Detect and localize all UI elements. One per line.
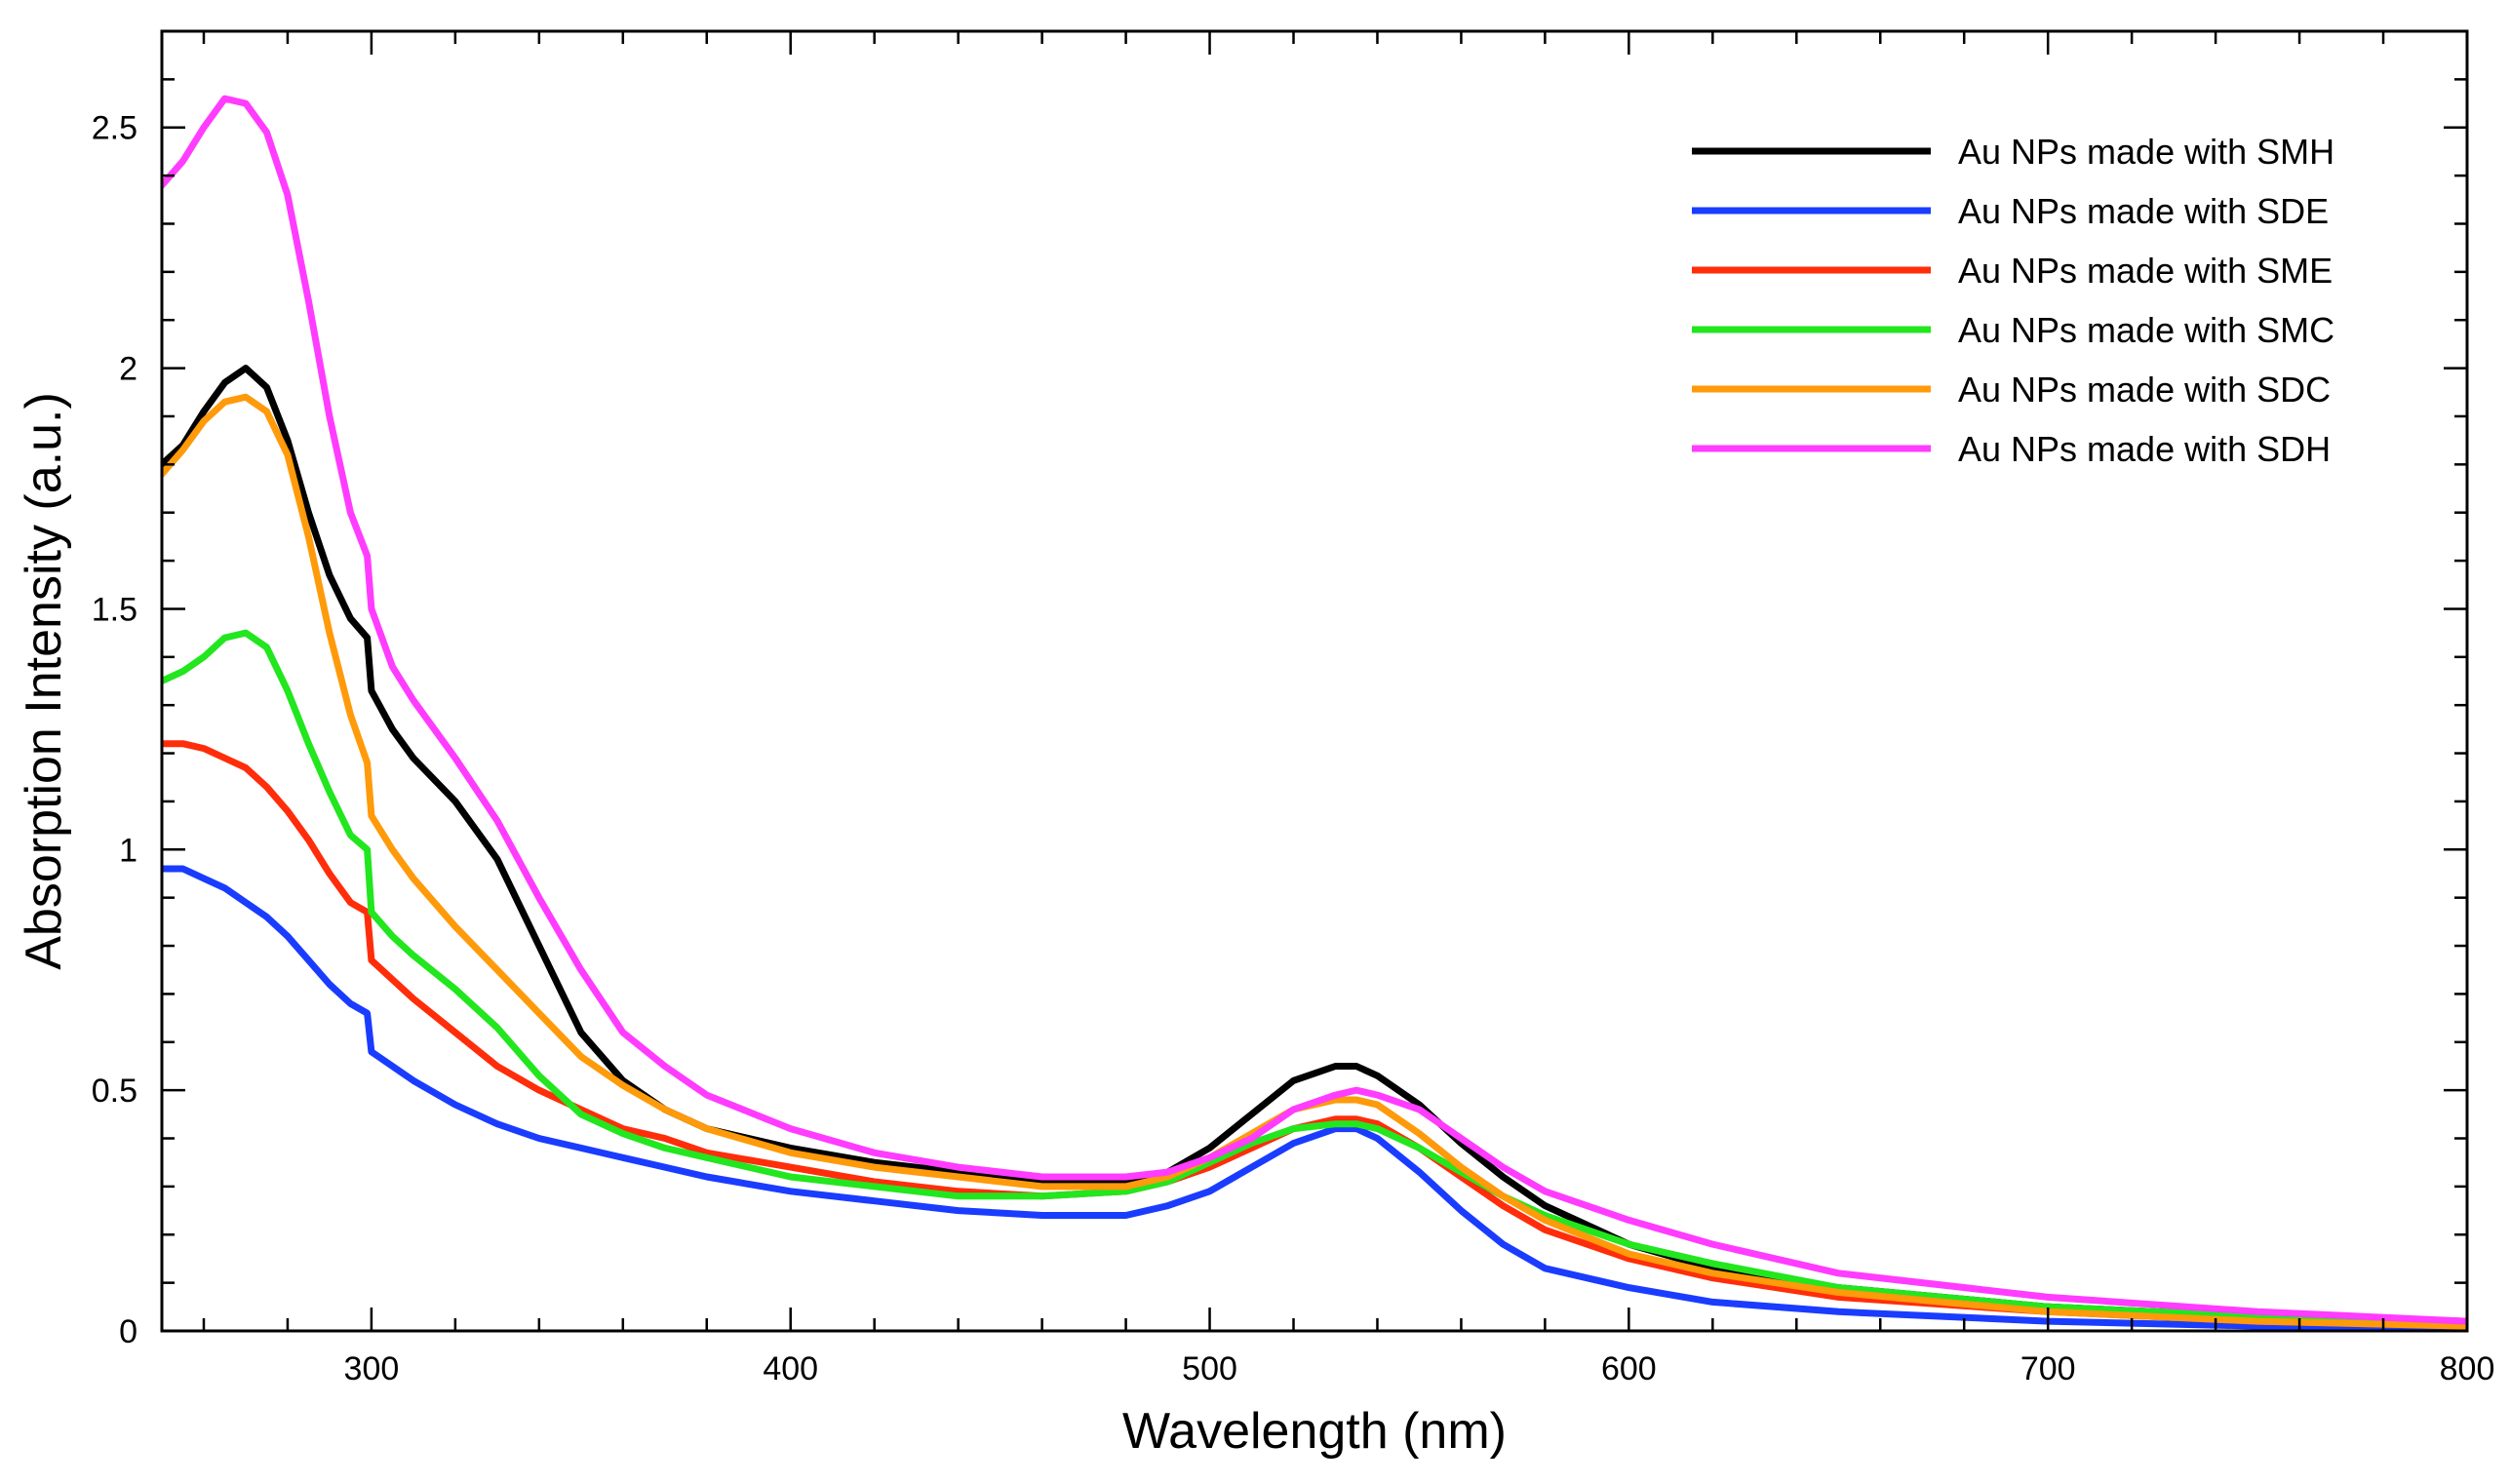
plot-lines xyxy=(162,95,2467,1330)
axis-ticks xyxy=(162,31,2467,1331)
series-line-6 xyxy=(162,95,2467,1325)
legend-label: Au NPs made with SDH xyxy=(1958,429,2331,469)
x-tick-label: 400 xyxy=(763,1350,818,1387)
legend-label: Au NPs made with SDE xyxy=(1958,191,2329,231)
y-tick-label: 1 xyxy=(119,832,137,869)
series-line-2 xyxy=(162,865,2467,1330)
x-tick-label: 300 xyxy=(344,1350,400,1387)
series-line-5 xyxy=(162,393,2467,1330)
x-tick-label: 600 xyxy=(1601,1350,1657,1387)
y-tick-label: 2 xyxy=(119,351,137,388)
axis-tick-labels: 300 400 500 600 700 800 0 0.5 1 1.5 2 2.5 xyxy=(92,110,2495,1387)
x-axis-title: Wavelength (nm) xyxy=(1122,1403,1507,1460)
x-tick-label: 800 xyxy=(2440,1350,2495,1387)
series-line-1 xyxy=(162,365,2467,1325)
y-tick-label: 0.5 xyxy=(92,1073,137,1110)
y-tick-label: 0 xyxy=(119,1313,137,1350)
legend-label: Au NPs made with SME xyxy=(1958,251,2333,291)
series-group xyxy=(162,95,2467,1330)
x-tick-label: 500 xyxy=(1182,1350,1237,1387)
legend-label: Au NPs made with SMH xyxy=(1958,132,2334,172)
y-tick-label: 1.5 xyxy=(92,591,137,628)
series-line-3 xyxy=(162,740,2467,1330)
legend-label: Au NPs made with SDC xyxy=(1958,370,2331,410)
plot-frame xyxy=(160,29,2469,1333)
x-tick-label: 700 xyxy=(2020,1350,2076,1387)
legend: Au NPs made with SMH Au NPs made with SDE… xyxy=(1692,132,2334,469)
legend-label: Au NPs made with SMC xyxy=(1958,310,2334,350)
y-axis-title: Absorption Intensity (a.u.) xyxy=(16,392,72,970)
y-tick-label: 2.5 xyxy=(92,110,137,147)
